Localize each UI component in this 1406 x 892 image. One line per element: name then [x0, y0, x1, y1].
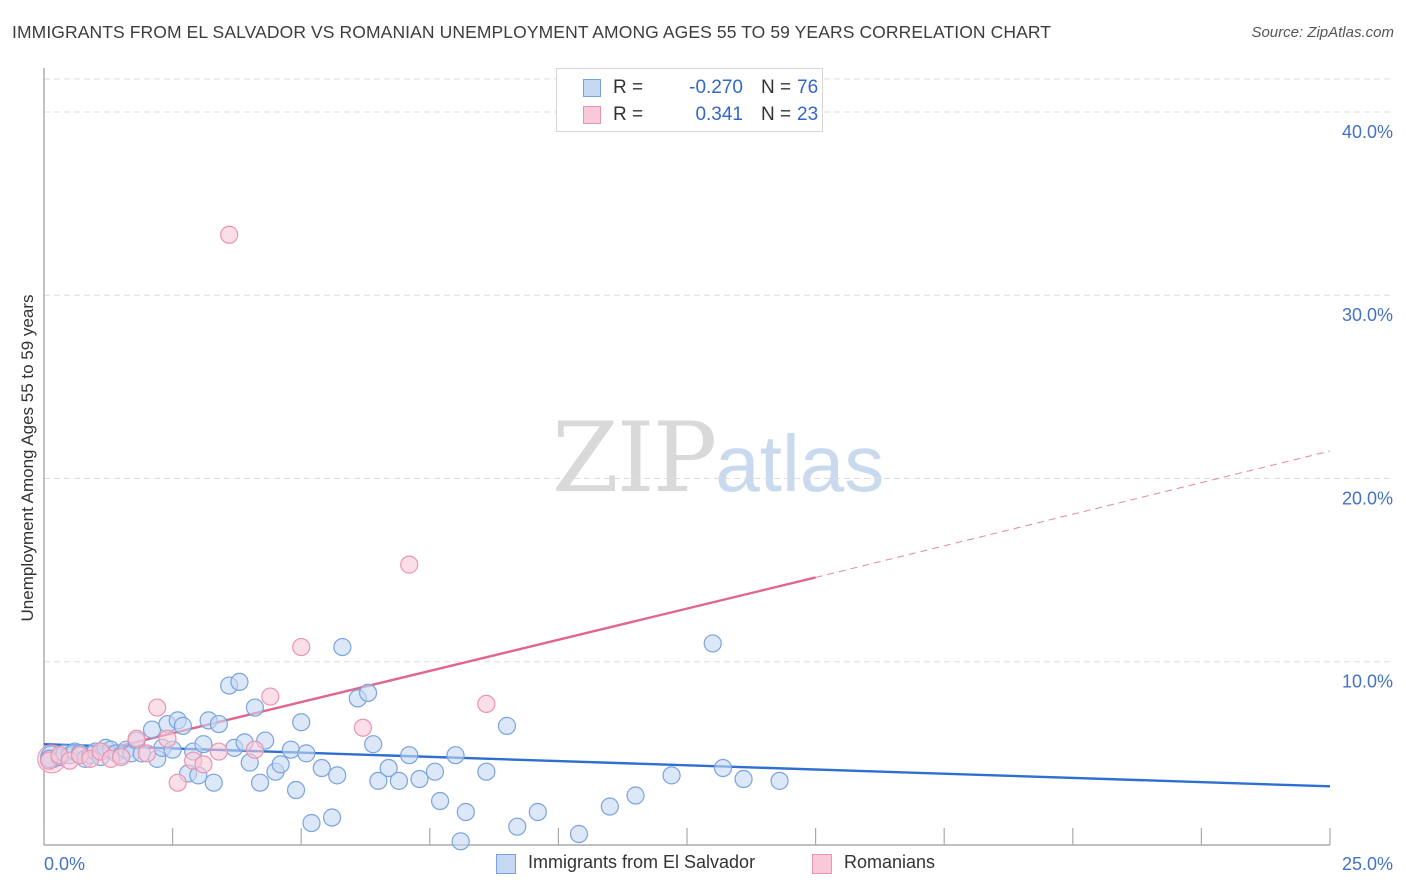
- point-el-salvador: [379, 758, 398, 778]
- y-tick-label: 30.0%: [1342, 305, 1393, 325]
- point-el-salvador: [358, 683, 378, 702]
- correlation-legend: R = -0.270 N = 76 R = 0.341 N = 23: [556, 68, 823, 132]
- point-el-salvador: [328, 766, 347, 785]
- point-el-salvador: [209, 714, 228, 734]
- grid-lines: [44, 78, 1394, 663]
- point-el-salvador: [662, 766, 681, 785]
- point-el-salvador: [245, 698, 265, 717]
- point-romanian: [400, 555, 419, 574]
- legend-r-label: R =: [613, 104, 644, 125]
- point-el-salvador: [410, 769, 429, 789]
- point-el-salvador: [281, 740, 301, 759]
- point-romanian: [477, 694, 496, 713]
- point-el-salvador: [626, 786, 645, 805]
- point-el-salvador: [497, 716, 517, 735]
- point-el-salvador: [312, 758, 331, 778]
- point-romanian: [220, 225, 239, 244]
- y-axis-title: Unemployment Among Ages 55 to 59 years: [18, 294, 37, 622]
- legend-n-label: N =: [761, 77, 792, 98]
- legend-swatch-pink: [583, 106, 601, 124]
- point-el-salvador: [430, 791, 450, 811]
- point-el-salvador: [734, 769, 753, 789]
- point-el-salvador: [271, 755, 290, 774]
- y-tick-label: 20.0%: [1342, 488, 1393, 508]
- legend-r-value: -0.270: [689, 77, 743, 98]
- point-romanian: [148, 698, 167, 717]
- x-tick-label: 25.0%: [1342, 854, 1393, 874]
- watermark: ZIPatlas: [552, 402, 884, 514]
- point-romanian: [353, 718, 373, 737]
- point-el-salvador: [389, 771, 409, 790]
- point-el-salvador: [508, 817, 527, 836]
- point-romanian: [168, 773, 187, 792]
- point-el-salvador: [322, 808, 342, 827]
- point-romanian: [112, 747, 131, 767]
- point-el-salvador: [297, 744, 316, 763]
- point-el-salvador: [400, 746, 419, 765]
- trend-lines: [43, 450, 1331, 788]
- legend-r-value: 0.341: [695, 104, 743, 125]
- legend-n-value: 23: [797, 104, 819, 125]
- point-el-salvador: [425, 762, 445, 781]
- point-el-salvador: [456, 802, 475, 822]
- series-swatch-pink: [812, 854, 832, 874]
- x-tick-label: 0.0%: [44, 854, 85, 874]
- source-label: Source: ZipAtlas.com: [1251, 24, 1394, 41]
- tick-labels: 10.0% 20.0% 30.0% 40.0% 0.0% 25.0%: [44, 122, 1393, 874]
- point-el-salvador: [250, 773, 270, 792]
- point-el-salvador: [364, 735, 383, 754]
- watermark-atlas: atlas: [715, 419, 885, 508]
- y-tick-label: 40.0%: [1342, 122, 1393, 142]
- legend-swatch-blue: [583, 79, 601, 97]
- point-el-salvador: [569, 824, 589, 844]
- point-el-salvador: [204, 773, 223, 792]
- point-el-salvador: [451, 832, 470, 851]
- point-romanian: [194, 755, 213, 774]
- series-name: Immigrants from El Salvador: [528, 852, 756, 872]
- point-romanian: [209, 742, 228, 761]
- point-el-salvador: [230, 672, 249, 692]
- point-romanian: [292, 637, 311, 657]
- point-el-salvador: [173, 716, 192, 735]
- trend-line-romanians-extension: [815, 450, 1331, 578]
- point-el-salvador: [292, 713, 311, 732]
- point-el-salvador: [333, 637, 352, 657]
- point-el-salvador: [369, 771, 388, 790]
- legend-n-value: 76: [797, 77, 819, 98]
- watermark-zip: ZIP: [552, 402, 717, 514]
- point-el-salvador: [713, 758, 733, 778]
- point-el-salvador: [142, 720, 162, 739]
- axes: [43, 68, 1331, 846]
- point-romanian: [245, 740, 265, 759]
- legend-r-label: R =: [613, 77, 644, 98]
- point-el-salvador: [194, 735, 213, 754]
- point-el-salvador: [302, 813, 321, 833]
- point-romanian: [137, 744, 156, 763]
- y-tick-label: 10.0%: [1342, 672, 1393, 692]
- point-el-salvador: [703, 634, 722, 653]
- point-el-salvador: [286, 780, 306, 800]
- point-el-salvador: [528, 802, 547, 822]
- data-points: [37, 225, 789, 851]
- point-romanian: [158, 729, 177, 748]
- point-el-salvador: [600, 797, 619, 816]
- point-el-salvador: [770, 771, 789, 790]
- point-romanian: [261, 687, 280, 706]
- point-el-salvador: [446, 746, 465, 765]
- series-swatch-blue: [496, 854, 516, 874]
- point-romanian: [127, 729, 146, 748]
- point-el-salvador: [477, 762, 496, 781]
- chart-title: IMMIGRANTS FROM EL SALVADOR VS ROMANIAN …: [12, 22, 1052, 42]
- legend-n-label: N =: [761, 104, 792, 125]
- series-name: Romanians: [844, 852, 936, 872]
